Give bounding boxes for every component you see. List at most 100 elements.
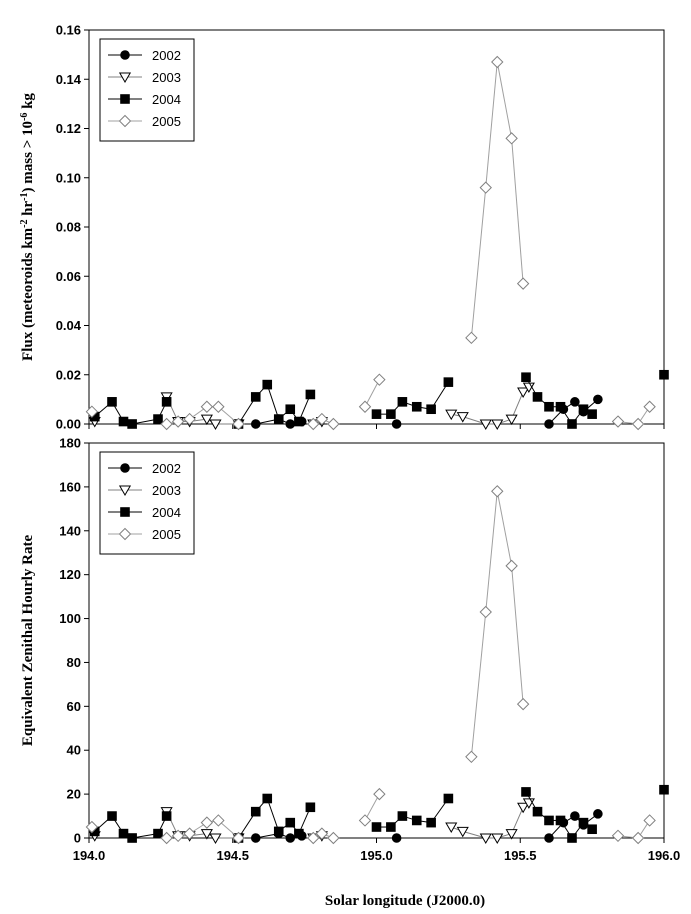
data-point — [643, 400, 656, 413]
data-point — [593, 809, 603, 819]
series-line-segment — [511, 138, 524, 284]
data-point — [593, 394, 603, 405]
data-point — [443, 793, 454, 804]
legend-label: 2004 — [152, 92, 181, 107]
series-line-segment — [485, 61, 498, 188]
data-point — [373, 373, 386, 386]
data-point — [567, 833, 577, 843]
x-tick-label: 194.5 — [216, 848, 249, 863]
data-point — [285, 817, 296, 828]
y-axis-label-part: ) mass > 10 — [20, 121, 36, 192]
data-point — [643, 814, 656, 827]
data-point — [294, 416, 304, 427]
data-point — [315, 827, 329, 840]
y-axis-label-superscript: -6 — [19, 113, 30, 121]
legend-marker — [118, 114, 132, 128]
y-axis-label-part: Flux (meteoroids km — [20, 227, 36, 361]
data-point — [85, 405, 99, 418]
data-point — [555, 401, 566, 412]
data-point — [183, 412, 196, 426]
data-point — [327, 417, 340, 431]
legend-marker — [120, 463, 130, 473]
legend-entry: 2002 — [108, 461, 181, 476]
data-point — [305, 389, 316, 400]
data-point — [285, 833, 296, 843]
series-line-segment — [485, 491, 498, 613]
data-point — [505, 559, 518, 573]
zhr-chart: 0 20 40 60 80 100 120 140 160 180 194.0 194.5 195.0 1… — [20, 436, 680, 864]
legend-marker — [120, 94, 130, 104]
data-point — [371, 822, 382, 832]
data-point — [209, 419, 222, 430]
data-point — [200, 414, 213, 426]
data-point — [209, 833, 222, 844]
data-point — [491, 419, 504, 430]
data-point — [516, 697, 530, 711]
data-point — [426, 817, 436, 828]
y-tick-label: 0.12 — [56, 121, 81, 136]
data-point — [315, 412, 329, 426]
data-point — [358, 814, 372, 827]
data-point — [171, 415, 185, 428]
y-tick-label: 0 — [74, 831, 81, 846]
data-point — [294, 828, 304, 839]
data-point — [631, 417, 645, 431]
data-point — [465, 750, 478, 764]
data-point — [532, 392, 543, 402]
legend-marker — [118, 485, 132, 496]
data-point — [371, 409, 382, 419]
data-point — [285, 419, 296, 429]
data-point — [544, 401, 554, 412]
y-tick-label: 0.08 — [56, 220, 81, 235]
data-point — [153, 828, 163, 839]
data-point — [517, 802, 530, 814]
y-tick-label: 20 — [67, 787, 81, 802]
data-point — [161, 811, 172, 821]
data-point — [587, 409, 597, 419]
y-tick-label: 140 — [59, 523, 81, 538]
data-point — [532, 806, 543, 817]
data-point — [659, 784, 669, 795]
data-point — [456, 412, 469, 423]
data-point — [153, 414, 163, 424]
legend-label: 2003 — [152, 483, 181, 498]
data-point — [273, 414, 284, 424]
data-point — [505, 132, 518, 145]
legend-marker — [120, 507, 130, 517]
legend-marker — [118, 527, 132, 541]
data-point — [544, 419, 554, 429]
y-tick-label: 0.06 — [56, 269, 81, 284]
legend-label: 2003 — [152, 70, 181, 85]
legend-marker — [120, 50, 130, 60]
data-point — [611, 415, 625, 428]
data-point — [250, 392, 261, 402]
data-point — [305, 802, 316, 813]
legend-label: 2002 — [152, 48, 181, 63]
y-tick-label: 0.04 — [56, 318, 82, 333]
data-point — [445, 409, 458, 421]
series-line-segment — [364, 379, 380, 407]
legend-entry: 2004 — [108, 505, 181, 520]
legend-entry: 2004 — [108, 92, 181, 107]
data-point — [327, 831, 340, 845]
data-point — [107, 811, 117, 821]
series-line-segment — [218, 406, 239, 425]
y-axis-label-part: hr — [20, 200, 36, 219]
data-point — [465, 331, 478, 345]
data-point — [171, 829, 185, 843]
data-point — [285, 404, 296, 415]
series-2005 — [85, 485, 656, 845]
data-point — [160, 831, 173, 845]
series-line-segment — [470, 611, 487, 757]
data-point — [386, 822, 396, 832]
data-point — [386, 409, 396, 419]
y-tick-label: 0.00 — [56, 417, 81, 432]
legend-label: 2005 — [152, 527, 181, 542]
data-point — [183, 827, 196, 840]
data-point — [200, 829, 213, 840]
data-point — [578, 404, 589, 415]
data-point — [212, 400, 225, 413]
data-point — [544, 815, 554, 826]
data-point — [262, 379, 273, 390]
